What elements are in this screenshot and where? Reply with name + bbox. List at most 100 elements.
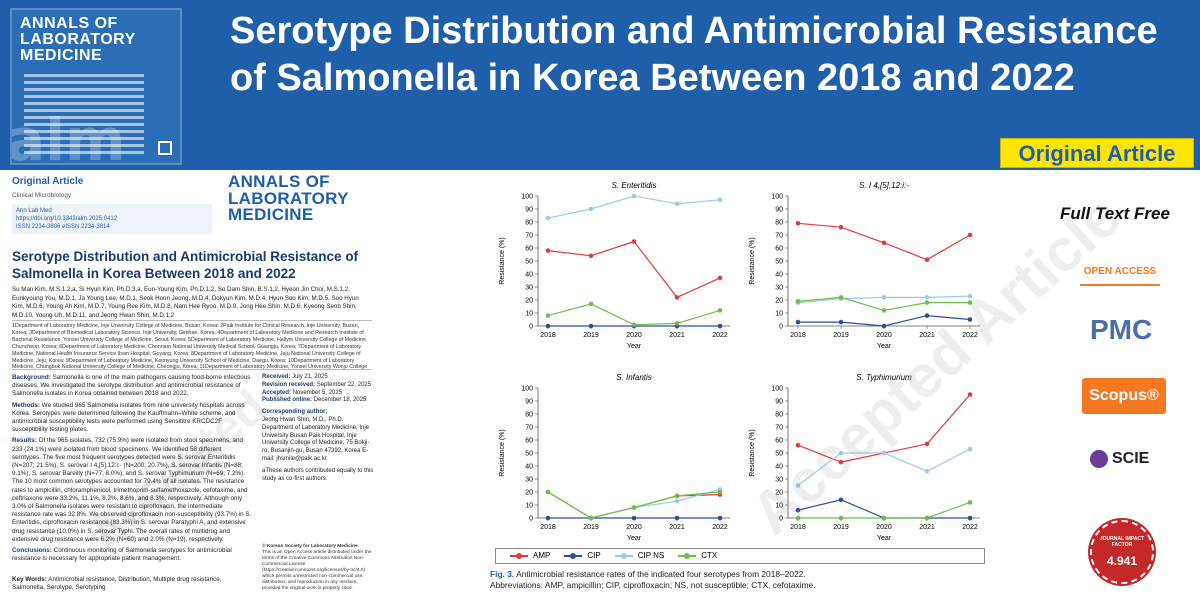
legend-label: CIP [587, 551, 601, 560]
data-point [545, 515, 551, 521]
y-tick-label: 0 [779, 516, 783, 523]
page-title: Serotype Distribution and Antimicrobial … [230, 10, 1158, 99]
data-point [881, 323, 887, 329]
y-tick-label: 20 [525, 490, 533, 497]
journal-meta: Ann Lab Med https://doi.org/10.3343/alm.… [12, 204, 212, 234]
data-point [545, 313, 551, 318]
data-point [717, 275, 723, 281]
data-point [924, 257, 930, 262]
x-tick-label: 2019 [833, 524, 849, 531]
impact-factor-label: JOURNAL IMPACT FACTOR [1099, 536, 1145, 548]
x-axis-label: Year [877, 343, 892, 350]
pmc-logo[interactable]: PMC [1090, 314, 1153, 345]
keywords: Key Words: Antimicrobial resistance, Dis… [12, 576, 252, 592]
scopus-logo[interactable]: Scopus® [1082, 378, 1166, 414]
data-point [795, 442, 801, 448]
data-point [967, 293, 973, 299]
article-type-badge: Original Article [1000, 138, 1194, 168]
x-tick-label: 2022 [962, 332, 978, 339]
abstract-label: Methods: [12, 401, 40, 409]
scie-icon [1090, 450, 1108, 468]
data-point [588, 206, 594, 212]
y-tick-label: 30 [775, 285, 783, 292]
y-axis-label: Resistance (%) [749, 237, 756, 284]
legend-swatch [614, 552, 633, 559]
y-tick-label: 50 [525, 259, 533, 266]
date-label: Accepted: [262, 389, 292, 396]
data-point [717, 515, 723, 521]
impact-factor-value: 4.941 [1106, 554, 1138, 568]
date-value: July 21, 2025 [292, 374, 328, 380]
data-point [631, 322, 637, 327]
data-point [588, 253, 594, 259]
data-point [795, 507, 801, 513]
abstract-conclusions: Continuous monitoring of Salmonella sero… [12, 547, 232, 563]
abstract: Background: Salmonella is one of the mai… [12, 374, 252, 566]
journal-abbrev: Ann Lab Med [16, 208, 52, 214]
y-tick-label: 10 [775, 311, 783, 318]
abstract-label: Background: [12, 374, 51, 381]
y-tick-label: 50 [775, 451, 783, 458]
y-tick-label: 60 [775, 438, 783, 445]
x-tick-label: 2020 [876, 332, 892, 339]
open-access-logo[interactable]: OPEN ACCESS [1080, 258, 1160, 286]
date-label: Published online: [262, 397, 313, 404]
y-tick-label: 60 [525, 246, 533, 253]
data-point [838, 224, 844, 230]
x-tick-label: 2018 [790, 332, 806, 339]
y-tick-label: 70 [525, 233, 533, 240]
y-tick-label: 40 [775, 464, 783, 471]
x-axis-label: Year [627, 535, 642, 542]
journal-cover[interactable]: ANNALS OF LABORATORY MEDICINE alm [10, 8, 182, 165]
abstract-background: Salmonella is one of the main pathogens … [12, 374, 251, 398]
data-point [795, 319, 801, 325]
abstract-methods: We studied 965 Salmonella isolates from … [12, 401, 245, 434]
keywords-text: Antimicrobial resistance, Distribution, … [12, 576, 222, 591]
x-tick-label: 2022 [712, 524, 728, 531]
data-point [967, 446, 973, 452]
data-point [967, 392, 973, 397]
y-tick-label: 90 [775, 207, 783, 214]
y-tick-label: 60 [525, 438, 533, 445]
doi-link[interactable]: https://doi.org/10.3343/alm.2025.0412 [16, 216, 118, 222]
chart-title: S. I 4,[5],12:i:- [859, 181, 909, 190]
y-tick-label: 90 [775, 399, 783, 406]
y-tick-label: 90 [525, 207, 533, 214]
data-point [967, 317, 973, 322]
x-tick-label: 2020 [876, 524, 892, 531]
data-point [631, 505, 637, 510]
legend-swatch [510, 552, 528, 559]
figure-charts: S. Enteritidis 0 10 20 30 40 50 60 70 80 90 100 2018… [490, 178, 990, 600]
chart-title: S. Enteritidis [612, 181, 657, 190]
date-label: Revision received: [262, 381, 316, 388]
affiliations: 1Department of Laboratory Medicine, Inje… [12, 320, 372, 370]
data-point [674, 321, 680, 326]
corr-author: Jeong Hwan Shin, M.D., Ph.D. Department … [262, 416, 370, 462]
caption-label: Fig. 3. [490, 569, 515, 579]
y-tick-label: 10 [775, 503, 783, 510]
y-tick-label: 40 [775, 272, 783, 279]
data-point [924, 313, 930, 318]
y-tick-label: 40 [525, 272, 533, 279]
y-axis-label: Resistance (%) [499, 237, 506, 284]
y-tick-label: 30 [525, 285, 533, 292]
issn: ISSN 2234-3806 eISSN 2234-3814 [16, 224, 110, 230]
legend-item: CTX [678, 549, 717, 563]
data-point [588, 323, 594, 329]
y-tick-label: 80 [775, 412, 783, 419]
data-point [545, 215, 551, 221]
legend-swatch [564, 552, 583, 559]
y-tick-label: 50 [525, 451, 533, 458]
scie-logo[interactable]: SCIE [1090, 450, 1149, 468]
series-line-cip-ns [547, 488, 721, 519]
article-first-page[interactable]: Accepted Article Original Article Clinic… [0, 172, 380, 600]
data-point [838, 295, 844, 300]
chart-i4512: S. I 4,[5],12:i:- 0 10 20 30 40 50 60 70 80 90 100 2… [749, 181, 980, 350]
chart-enteritidis: S. Enteritidis 0 10 20 30 40 50 60 70 80 90 100 2018… [499, 181, 730, 350]
x-tick-label: 2021 [669, 332, 685, 339]
data-point [924, 441, 930, 447]
legend-item: AMP [510, 549, 550, 563]
data-point [795, 515, 801, 521]
chart-title: S. Typhimurium [856, 373, 912, 382]
full-text-free-label: Full Text Free [1060, 204, 1170, 223]
